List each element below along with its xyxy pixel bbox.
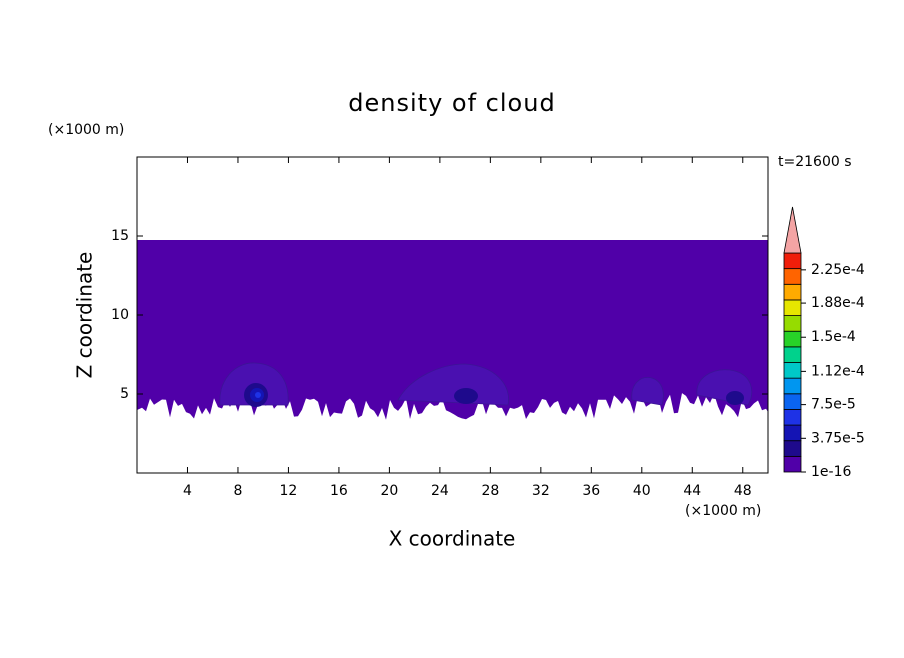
field-level-0	[137, 240, 768, 420]
x-tick-label: 20	[380, 483, 398, 499]
colorbar-box	[783, 393, 802, 410]
field-core	[255, 392, 261, 398]
colorbar-box	[783, 346, 802, 363]
colorbar-box	[783, 268, 802, 285]
x-tick-label: 16	[330, 483, 348, 499]
x-tick-label: 8	[233, 483, 242, 499]
field-core	[454, 388, 478, 404]
field	[137, 240, 768, 420]
field-blob	[397, 363, 509, 406]
x-tick-label: 28	[481, 483, 499, 499]
colorbar-box	[783, 299, 802, 316]
x-axis-label: X coordinate	[389, 527, 516, 551]
colorbar-label: 3.75e-5	[811, 430, 865, 446]
colorbar-box	[783, 283, 802, 301]
colorbar-box	[783, 455, 802, 473]
colorbar-box	[783, 440, 802, 457]
x-unit: (×1000 m)	[685, 503, 761, 519]
field-blob	[631, 377, 664, 406]
colorbar-box	[783, 362, 802, 379]
colorbar-box	[783, 330, 802, 348]
x-tick-label: 32	[532, 483, 550, 499]
y-tick-label: 5	[120, 386, 129, 402]
colorbar-label: 1.5e-4	[811, 329, 856, 345]
field-core	[726, 391, 744, 405]
y-axis-label: Z coordinate	[73, 252, 97, 379]
colorbar-label: 1.12e-4	[811, 363, 865, 379]
colorbar-label: 7.5e-5	[811, 397, 856, 413]
chart-title: density of cloud	[348, 89, 555, 117]
colorbar-box	[783, 252, 802, 270]
colorbar-box	[783, 409, 802, 426]
y-unit: (×1000 m)	[48, 122, 124, 138]
time-label: t=21600 s	[778, 154, 852, 170]
x-tick-label: 12	[280, 483, 298, 499]
colorbar-extend	[783, 206, 802, 254]
colorbar-box	[783, 424, 802, 442]
y-tick-label: 10	[111, 307, 129, 323]
x-tick-label: 24	[431, 483, 449, 499]
x-tick-label: 4	[183, 483, 192, 499]
x-tick-label: 40	[633, 483, 651, 499]
x-tick-label: 36	[582, 483, 600, 499]
x-tick-label: 48	[734, 483, 752, 499]
colorbar-label: 1.88e-4	[811, 295, 865, 311]
colorbar-label: 1e-16	[811, 464, 851, 480]
colorbar-label: 2.25e-4	[811, 262, 865, 278]
y-tick-label: 15	[111, 228, 129, 244]
colorbar-box	[783, 315, 802, 332]
x-tick-label: 44	[683, 483, 701, 499]
colorbar-box	[783, 377, 802, 395]
